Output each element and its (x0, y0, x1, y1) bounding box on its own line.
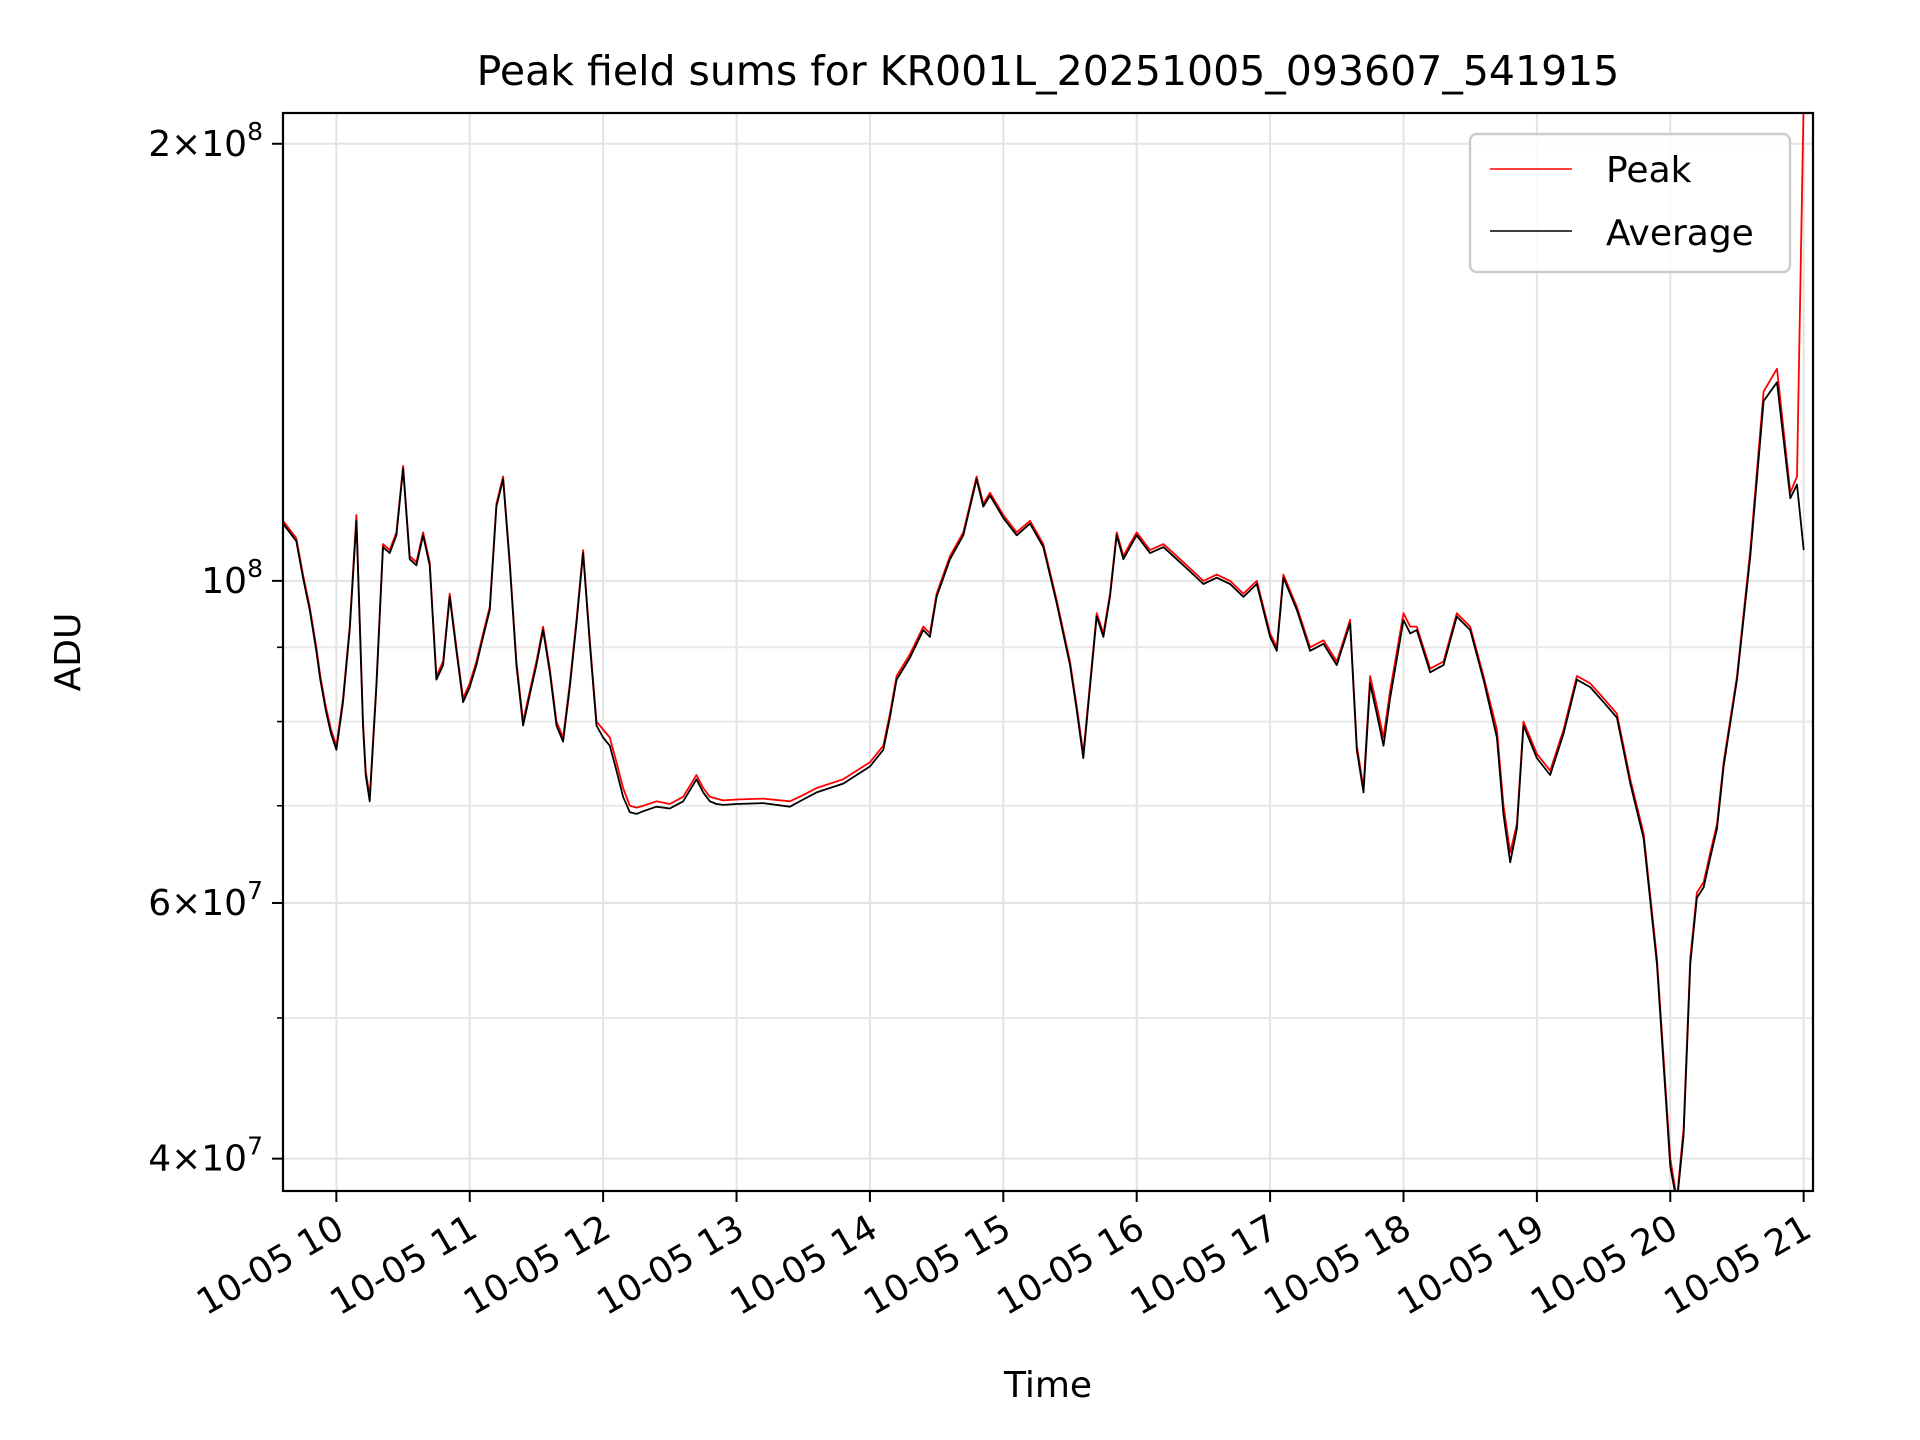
y-tick-label: 108 (201, 554, 263, 602)
legend-label-peak: Peak (1606, 150, 1692, 191)
series-line-average (283, 381, 1805, 1191)
y-tick-exponent: 8 (247, 117, 263, 146)
y-tick-times: ×10 (171, 124, 247, 165)
y-tick-label: 2×108 (148, 117, 263, 165)
y-tick-mantissa: 2 (148, 124, 171, 165)
y-tick-times: ×10 (171, 883, 247, 924)
chart-title: Peak field sums for KR001L_20251005_0936… (477, 47, 1620, 95)
y-tick-exponent: 7 (247, 1132, 263, 1161)
y-tick-mantissa: 4 (148, 1139, 171, 1180)
plot-area-frame (281, 111, 1815, 1193)
y-tick-mantissa: 6 (148, 883, 171, 924)
y-tick-exponent: 7 (247, 876, 263, 905)
y-tick-label: 6×107 (148, 876, 263, 924)
legend: Peak Average (1468, 132, 1792, 274)
y-tick-base: 10 (201, 561, 247, 602)
legend-label-average: Average (1606, 213, 1754, 254)
y-tick-exponent: 8 (247, 554, 263, 583)
y-tick-times: ×10 (171, 1139, 247, 1180)
y-tick-label: 4×107 (148, 1132, 263, 1180)
grid-layer (283, 113, 1813, 1191)
x-axis-label: Time (1003, 1365, 1092, 1406)
series-layer (283, 113, 1805, 1191)
y-axis-label: ADU (48, 613, 89, 692)
